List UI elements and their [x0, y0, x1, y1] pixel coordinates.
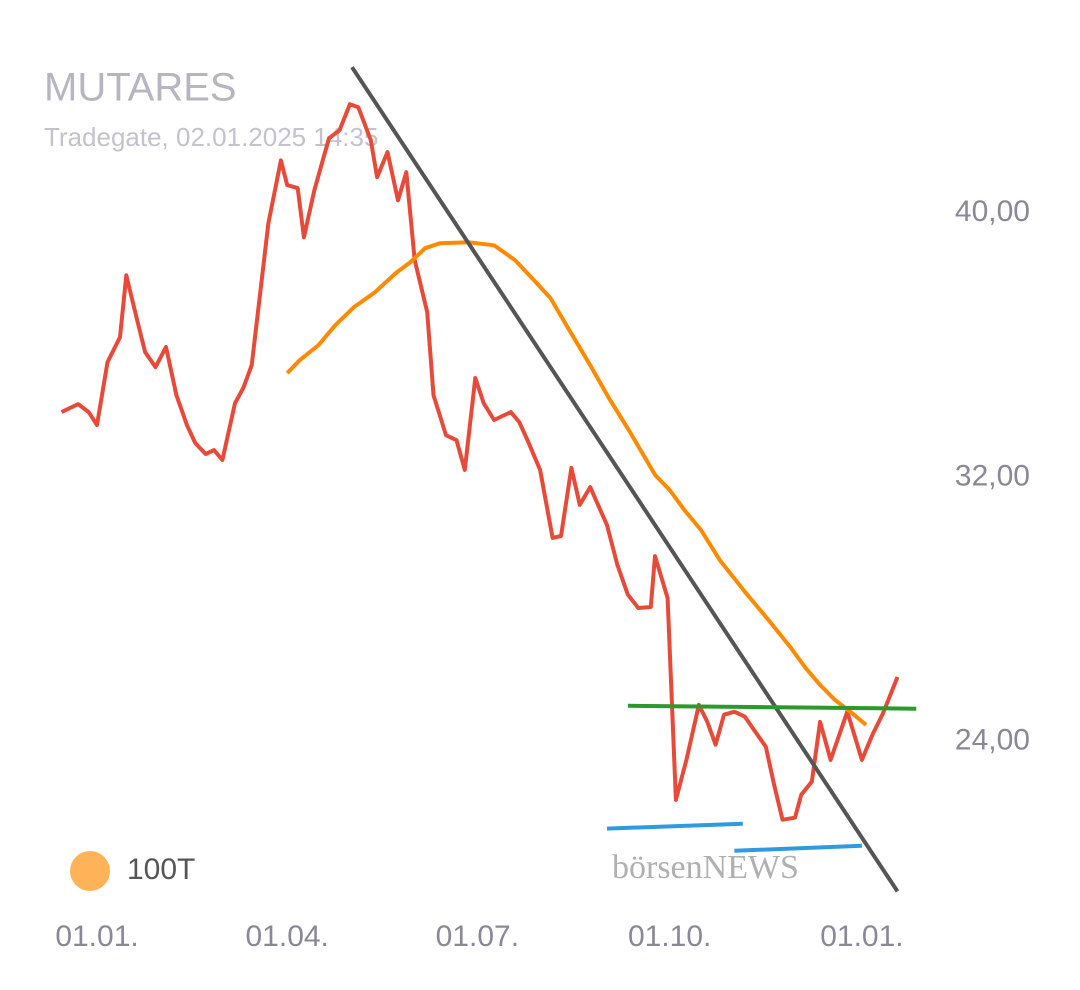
x-tick-label: 01.01.	[55, 920, 138, 953]
chart-subtitle: Tradegate, 02.01.2025 14:35	[44, 122, 378, 152]
x-tick-label: 01.07.	[436, 920, 519, 953]
y-tick-label: 32,00	[955, 459, 1030, 492]
x-tick-label: 01.04.	[245, 920, 328, 953]
y-tick-label: 40,00	[955, 195, 1030, 228]
line	[627, 703, 917, 711]
x-tick-label: 01.01.	[820, 920, 903, 953]
line	[350, 66, 900, 893]
line	[606, 821, 743, 831]
legend-label: 100T	[127, 853, 195, 886]
legend-swatch	[70, 851, 110, 891]
watermark: börsenNEWS	[612, 849, 799, 886]
x-tick-label: 01.10.	[628, 920, 711, 953]
line	[734, 843, 862, 853]
line	[60, 102, 900, 822]
chart-title: MUTARES	[44, 66, 237, 110]
y-tick-label: 24,00	[955, 724, 1030, 757]
line	[285, 240, 868, 727]
